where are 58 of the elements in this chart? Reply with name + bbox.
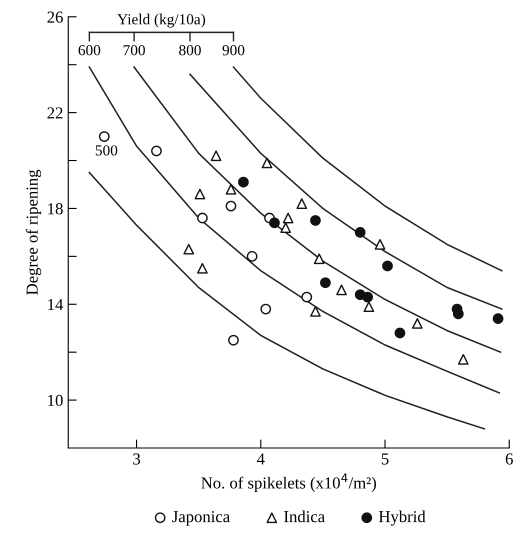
x-tick-label: 6 xyxy=(506,453,513,465)
y-tick-label: 22 xyxy=(47,107,62,118)
x-tick-label: 3 xyxy=(133,453,140,465)
legend-label: Hybrid xyxy=(378,510,426,526)
point xyxy=(394,328,406,338)
point xyxy=(282,212,294,224)
point xyxy=(310,215,321,226)
line-series xyxy=(88,66,500,394)
point xyxy=(246,251,258,262)
annotation: 900 xyxy=(222,45,244,56)
point xyxy=(412,318,423,329)
point xyxy=(151,146,162,156)
legend-label: Indica xyxy=(284,510,325,522)
point xyxy=(301,292,312,302)
point xyxy=(336,284,347,296)
point xyxy=(458,354,469,365)
point xyxy=(98,131,110,142)
point xyxy=(226,184,236,195)
annotation: 800 xyxy=(179,45,201,56)
line-series xyxy=(133,66,502,353)
line-series xyxy=(88,172,486,430)
point xyxy=(210,150,222,162)
point xyxy=(296,198,308,210)
point xyxy=(194,188,206,200)
point xyxy=(362,292,373,302)
point xyxy=(320,277,331,288)
x-tick-label: 4 xyxy=(256,453,265,464)
point xyxy=(382,260,393,272)
point xyxy=(238,176,249,188)
point xyxy=(280,222,291,233)
point xyxy=(262,158,272,168)
legend-label: Japonica xyxy=(172,511,230,526)
point xyxy=(492,313,504,324)
y-tick-label: 14 xyxy=(48,299,64,310)
point xyxy=(374,239,386,250)
x-axis-title: No. of spikelets (x10$^{4}$/m²) xyxy=(201,474,376,492)
y-tick-label: 26 xyxy=(47,12,63,23)
point xyxy=(354,227,366,238)
point xyxy=(197,262,208,274)
line-series xyxy=(189,74,503,310)
point xyxy=(226,200,236,212)
point xyxy=(228,334,239,346)
point xyxy=(310,306,321,317)
point xyxy=(260,304,272,314)
annotation: 700 xyxy=(124,45,145,56)
point xyxy=(183,244,194,255)
point xyxy=(269,217,280,228)
x-tick-label: 5 xyxy=(382,454,389,465)
annotation: Yield (kg/10a) xyxy=(117,14,206,28)
annotation: 600 xyxy=(78,45,100,56)
point xyxy=(314,253,325,264)
line-series xyxy=(232,66,503,272)
y-axis-title: Degree of ripening xyxy=(26,170,42,295)
point xyxy=(364,301,374,312)
point xyxy=(197,212,208,224)
y-tick-label: 10 xyxy=(48,394,63,406)
y-tick-label: 18 xyxy=(48,203,63,214)
annotation: 500 xyxy=(96,145,118,156)
